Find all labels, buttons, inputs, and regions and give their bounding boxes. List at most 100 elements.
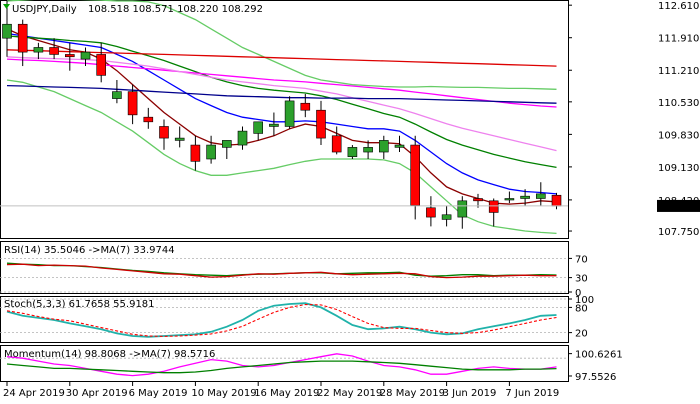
stochastic-pane — [0, 296, 569, 343]
symbol-name: USDJPY,Daily — [12, 4, 77, 15]
candle-body-down — [17, 23, 28, 53]
time-tick-label: 24 Apr 2019 — [3, 388, 65, 399]
candle-body-up — [394, 144, 405, 148]
candle-body-down — [127, 91, 138, 116]
current-price-tag-bg — [657, 199, 700, 212]
candle — [269, 112, 279, 136]
ohlc-values: 108.518 108.571 108.220 108.292 — [88, 4, 263, 15]
candle — [394, 135, 405, 153]
candle — [174, 126, 185, 148]
candle-body-up — [457, 200, 468, 218]
price-tick-label: 112.610 — [658, 1, 699, 12]
candle — [127, 84, 138, 125]
moving-average-ema-red-line — [6, 49, 557, 67]
price-tick-label: 107.750 — [658, 227, 699, 238]
candle-body-down — [190, 144, 201, 162]
stochastic-tick-label: 100 — [575, 295, 594, 306]
momentum-tick-label: 100.6261 — [575, 350, 623, 361]
candle — [190, 135, 201, 171]
time-tick-label: 16 May 2019 — [254, 388, 319, 399]
candle-body-up — [520, 195, 530, 199]
candle — [253, 121, 263, 141]
candle — [331, 126, 342, 155]
price-tick-label: 109.130 — [658, 163, 699, 174]
candle — [441, 205, 452, 227]
moving-average-ema-green-line — [6, 35, 557, 169]
rsi-label: RSI(14) 35.5046 ->MA(7) 33.9744 — [4, 245, 175, 256]
candle — [96, 42, 106, 83]
candle-body-down — [426, 207, 436, 218]
candle-body-down — [488, 200, 499, 213]
candle — [49, 38, 59, 60]
time-tick-label: 10 May 2019 — [191, 388, 256, 399]
candle-body-up — [237, 130, 248, 146]
candle — [488, 198, 499, 227]
candle — [457, 196, 468, 229]
time-tick-label: 3 Jun 2019 — [443, 388, 497, 399]
candle — [206, 135, 216, 164]
stochastic-tick-label: 80 — [575, 303, 588, 314]
candle — [316, 100, 326, 146]
candle — [222, 140, 232, 159]
candle — [33, 42, 44, 60]
candle-body-up — [33, 47, 44, 53]
candle-body-down — [300, 102, 311, 111]
moving-average-ema-blue-line — [6, 32, 557, 195]
candle-body-down — [143, 116, 154, 123]
price-tick-label: 111.910 — [658, 34, 699, 45]
price-tick-label: 109.830 — [658, 130, 699, 141]
moving-average-ema-navy-line — [6, 84, 557, 104]
rsi-tick-label: 0 — [575, 288, 581, 299]
candle — [363, 140, 373, 159]
candle-body-down — [159, 126, 169, 139]
candle — [237, 126, 248, 150]
candle — [65, 42, 75, 71]
stochastic-label: Stoch(5,3,3) 61.7658 55.9181 — [4, 299, 155, 310]
rsi-rsi-ma-line — [6, 263, 557, 279]
candle — [112, 80, 122, 104]
candle — [504, 191, 515, 204]
candle — [80, 47, 91, 67]
candle-body-down — [551, 194, 562, 207]
candle-body-up — [222, 140, 232, 148]
candle-body-up — [535, 193, 546, 199]
chart-type-indicator-icon — [3, 4, 10, 9]
candle — [159, 119, 169, 150]
current-price-tag: 108.292 — [657, 199, 700, 213]
momentum-momentum-line — [6, 353, 557, 377]
candle-body-up — [80, 51, 91, 60]
candle — [535, 182, 546, 206]
candle-body-up — [206, 144, 216, 160]
candle-body-up — [112, 91, 122, 99]
time-tick-label: 22 May 2019 — [317, 388, 382, 399]
rsi-axis: 70 30 0 — [568, 254, 588, 299]
candle-body-up — [504, 198, 515, 201]
candle-body-up — [253, 121, 263, 134]
candle-body-up — [347, 147, 358, 157]
momentum-momentum-ma-line — [6, 360, 557, 374]
candle-body-down — [473, 198, 483, 202]
current-price-tag-text: 108.292 — [660, 202, 700, 213]
candle — [284, 96, 295, 129]
candle — [520, 189, 530, 206]
candle — [378, 135, 389, 159]
bollinger-bb-upper-line — [6, 0, 557, 90]
candle-body-up — [378, 140, 389, 153]
price-tick-label: 110.530 — [658, 98, 699, 109]
candle-body-down — [331, 135, 342, 153]
candle-body-up — [269, 123, 279, 127]
rsi-tick-label: 70 — [575, 254, 588, 265]
time-tick-label: 7 Jun 2019 — [505, 388, 559, 399]
time-axis[interactable]: 24 Apr 2019 30 Apr 2019 6 May 2019 10 May 2… — [3, 382, 559, 399]
symbol-label: USDJPY,Daily 108.518 108.571 108.220 108… — [3, 4, 263, 15]
candle-body-up — [363, 147, 373, 153]
candle — [143, 107, 154, 129]
candle-body-up — [2, 23, 12, 39]
candle — [347, 145, 358, 159]
momentum-axis: 100.6261 97.5526 — [568, 350, 623, 383]
candle-body-up — [441, 214, 452, 220]
stochastic-tick-label: 20 — [575, 329, 588, 340]
